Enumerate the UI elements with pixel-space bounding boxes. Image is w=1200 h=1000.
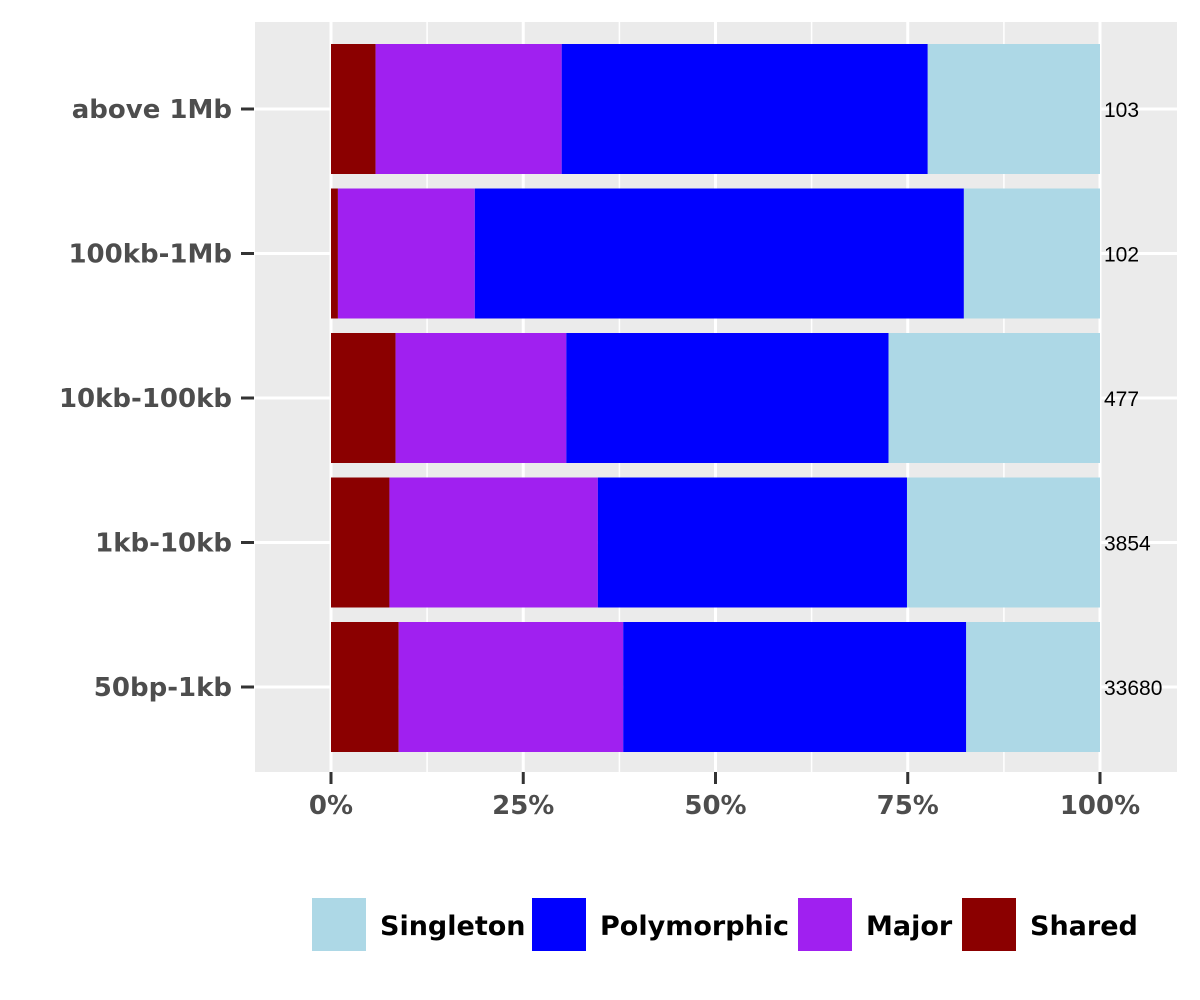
x-tick-label-100: 100% [1060, 791, 1140, 821]
bar-segment-polymorphic-10kb-100kb [566, 333, 889, 463]
bar-segment-polymorphic-100kb-1mb [474, 188, 964, 319]
legend: Singleton Polymorphic Major Shared [312, 898, 1138, 951]
bar-segment-singleton-10kb-100kb [888, 333, 1100, 463]
legend-key-major [798, 898, 852, 951]
legend-key-polymorphic [532, 898, 586, 951]
legend-key-singleton [312, 898, 366, 951]
bar-segment-shared-1kb-10kb [331, 477, 390, 608]
bar-segment-singleton-1kb-10kb [906, 477, 1100, 608]
y-tick-label-100kb-1mb: 100kb-1Mb [68, 240, 232, 270]
bar-segment-shared-100kb-1mb [331, 188, 338, 319]
y-tick-label-1kb-10kb: 1kb-10kb [95, 529, 232, 559]
legend-label-major: Major [866, 911, 953, 942]
bar-segment-polymorphic-above-1mb [561, 44, 928, 174]
bar-segment-singleton-above-1mb [927, 44, 1100, 174]
legend-key-shared [962, 898, 1016, 951]
legend-label-shared: Shared [1030, 911, 1138, 942]
legend-label-polymorphic: Polymorphic [600, 911, 789, 942]
bar-segment-major-100kb-1mb [337, 188, 475, 319]
count-label-above-1mb: 103 [1104, 99, 1139, 122]
bar-segment-polymorphic-1kb-10kb [597, 477, 907, 608]
bar-segment-shared-above-1mb [331, 44, 376, 174]
count-labels: 103 102 477 3854 33680 [1104, 99, 1162, 700]
legend-label-singleton: Singleton [380, 911, 526, 942]
bar-segment-singleton-50bp-1kb [966, 622, 1100, 752]
y-tick-label-50bp-1kb: 50bp-1kb [94, 673, 232, 703]
y-tick-label-10kb-100kb: 10kb-100kb [59, 384, 232, 414]
x-tick-label-75: 75% [877, 791, 939, 821]
count-label-100kb-1mb: 102 [1104, 244, 1139, 267]
bar-segment-shared-50bp-1kb [331, 622, 399, 752]
bar-segment-major-1kb-10kb [389, 477, 598, 608]
y-tick-label-above-1mb: above 1Mb [72, 95, 232, 125]
bar-segment-polymorphic-50bp-1kb [623, 622, 967, 752]
x-tick-label-0: 0% [309, 791, 353, 821]
bar-segment-major-10kb-100kb [395, 333, 567, 463]
bar-segment-major-above-1mb [375, 44, 562, 174]
bar-segment-major-50bp-1kb [398, 622, 624, 752]
count-label-50bp-1kb: 33680 [1104, 677, 1162, 700]
bar-segment-shared-10kb-100kb [331, 333, 396, 463]
x-tick-label-50: 50% [684, 791, 746, 821]
count-label-10kb-100kb: 477 [1104, 388, 1139, 411]
axes: above 1Mb 100kb-1Mb 10kb-100kb 1kb-10kb 50bp… [59, 95, 1140, 821]
bar-segment-singleton-100kb-1mb [963, 188, 1100, 319]
bars [331, 44, 1100, 752]
count-label-1kb-10kb: 3854 [1104, 533, 1151, 556]
x-tick-label-25: 25% [492, 791, 554, 821]
